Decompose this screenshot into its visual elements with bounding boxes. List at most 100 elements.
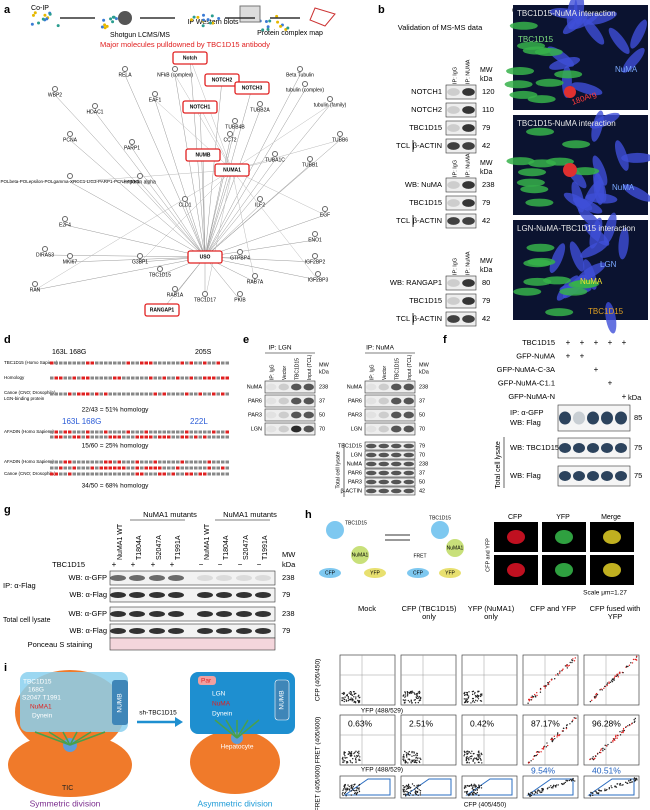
blot-band bbox=[462, 142, 475, 150]
event bbox=[536, 691, 538, 694]
sequence-residue bbox=[131, 361, 135, 365]
event bbox=[529, 793, 531, 796]
sequence-residue bbox=[135, 376, 139, 380]
sequence-residue bbox=[113, 466, 117, 470]
event bbox=[614, 675, 616, 677]
sequence-residue bbox=[131, 430, 135, 434]
event bbox=[409, 792, 412, 795]
sequence-residue bbox=[99, 430, 103, 434]
event bbox=[594, 790, 596, 792]
label: β-ACTIN bbox=[413, 314, 442, 323]
sequence-residue bbox=[108, 376, 112, 380]
event bbox=[359, 759, 361, 762]
label: IP: NuMA bbox=[465, 251, 471, 275]
event bbox=[341, 793, 344, 795]
node bbox=[152, 91, 158, 97]
label: NuMA1 mutants bbox=[223, 510, 277, 519]
label: NuMA bbox=[347, 461, 363, 467]
blot bbox=[364, 441, 416, 451]
network-node: G3BP1 bbox=[132, 259, 148, 265]
label: WB: α-GFP bbox=[69, 573, 108, 582]
sequence-residue bbox=[99, 466, 103, 470]
network-node: NOTCH1 bbox=[190, 104, 211, 110]
sequence-residue bbox=[122, 430, 126, 434]
event bbox=[590, 791, 592, 794]
sequence-residue bbox=[63, 472, 67, 476]
par-complex bbox=[198, 676, 216, 685]
label: TBC1D15 bbox=[409, 123, 442, 132]
helix bbox=[526, 243, 555, 252]
event bbox=[619, 730, 621, 733]
blot bbox=[264, 422, 316, 436]
blot-band bbox=[278, 383, 289, 391]
blot-band bbox=[216, 611, 232, 617]
event bbox=[463, 698, 466, 700]
label: 70 bbox=[319, 426, 325, 432]
sequence-residue bbox=[153, 435, 157, 439]
event bbox=[534, 754, 536, 757]
sequence-residue bbox=[140, 392, 144, 396]
event bbox=[467, 757, 469, 760]
event bbox=[354, 701, 357, 703]
event bbox=[533, 693, 536, 696]
sequence-residue bbox=[180, 472, 184, 476]
sequence-residue bbox=[185, 430, 189, 434]
cell bbox=[603, 530, 621, 544]
label: 40.51% bbox=[592, 765, 621, 775]
blot-band bbox=[462, 315, 475, 323]
network-edge bbox=[69, 256, 206, 263]
blot-band bbox=[462, 297, 475, 305]
label: TBC1D15 bbox=[338, 443, 362, 449]
event bbox=[628, 664, 631, 667]
sequence-residue bbox=[54, 435, 58, 439]
sequence-residue bbox=[158, 466, 162, 470]
event bbox=[351, 758, 354, 760]
label: 163L 168G bbox=[52, 349, 86, 356]
helix bbox=[592, 155, 608, 186]
event bbox=[404, 786, 406, 788]
icon-dot bbox=[41, 17, 45, 21]
membrane-complex bbox=[20, 672, 128, 732]
sequence-residue bbox=[95, 376, 99, 380]
event bbox=[596, 693, 599, 696]
numb-block bbox=[112, 680, 128, 725]
event bbox=[419, 784, 421, 786]
sequence-residue bbox=[113, 430, 117, 434]
event bbox=[556, 734, 559, 737]
event bbox=[595, 695, 597, 697]
event bbox=[356, 754, 358, 757]
sequence-residue bbox=[194, 392, 198, 396]
sequence-residue bbox=[212, 472, 216, 476]
sequence-residue bbox=[95, 430, 99, 434]
sequence-residue bbox=[81, 472, 85, 476]
network-node: RAN bbox=[30, 287, 41, 293]
sequence-residue bbox=[225, 466, 229, 470]
gate bbox=[465, 778, 513, 796]
sequence-residue bbox=[108, 472, 112, 476]
label: NuMA1 WT bbox=[204, 523, 211, 560]
legend-swatch bbox=[407, 568, 429, 578]
sequence-residue bbox=[135, 361, 139, 365]
event bbox=[403, 699, 405, 702]
blot-band bbox=[378, 479, 389, 485]
event bbox=[595, 693, 597, 696]
flow-plot bbox=[400, 654, 457, 706]
sequence-residue bbox=[144, 472, 148, 476]
event bbox=[464, 786, 467, 788]
event bbox=[555, 784, 558, 786]
panel-letter: f bbox=[443, 334, 447, 346]
sequence-residue bbox=[221, 435, 225, 439]
network-node: IGF2BP3 bbox=[308, 277, 329, 283]
blot bbox=[364, 468, 416, 478]
label: TCL bbox=[396, 314, 410, 323]
network-edge bbox=[154, 99, 206, 258]
sequence-residue bbox=[198, 392, 202, 396]
blot-band bbox=[391, 461, 402, 467]
blot-band bbox=[197, 575, 213, 581]
event bbox=[413, 754, 415, 757]
event bbox=[619, 783, 621, 785]
column-title: CFP and YFP bbox=[530, 605, 576, 613]
sequence-residue bbox=[86, 430, 90, 434]
event bbox=[631, 781, 634, 783]
sequence-residue bbox=[189, 361, 193, 365]
